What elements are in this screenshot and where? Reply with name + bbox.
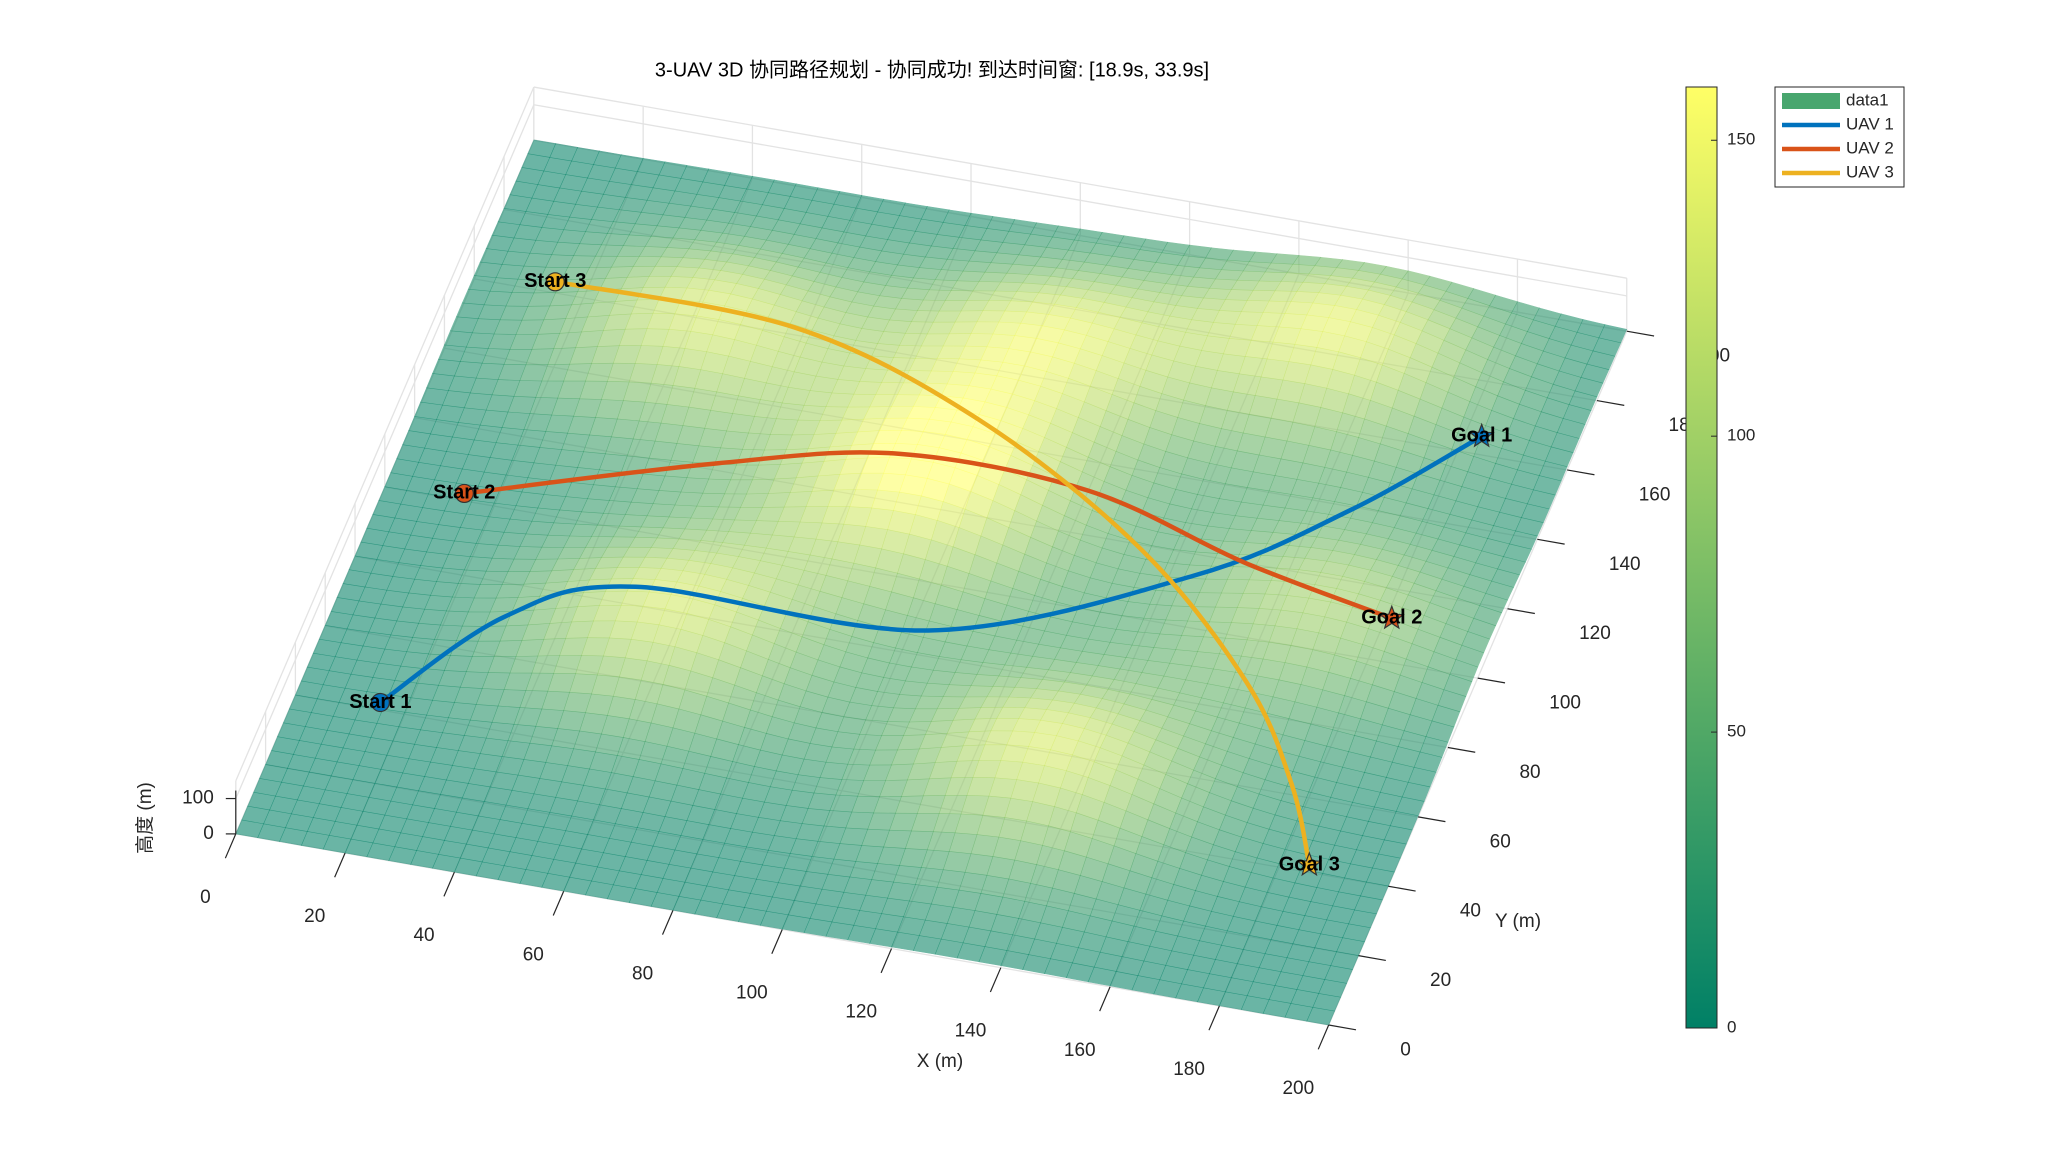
- legend: data1 UAV 1 UAV 2 UAV 3: [1774, 86, 1905, 188]
- x-tick-label: 140: [955, 1021, 987, 1042]
- x-tick-label: 200: [1282, 1078, 1314, 1099]
- start-marker: [370, 692, 390, 713]
- y-tick: [1626, 330, 1655, 337]
- x-tick: [552, 890, 565, 916]
- legend-label: UAV 1: [1846, 114, 1894, 133]
- x-tick: [1208, 1005, 1220, 1031]
- x-tick: [1317, 1024, 1330, 1050]
- uav-path: [552, 279, 1312, 868]
- y-tick-label: 140: [1609, 554, 1641, 575]
- colorbar-tick-label: 100: [1727, 426, 1755, 445]
- x-tick-label: 60: [523, 944, 544, 965]
- y-tick: [1477, 677, 1506, 684]
- grid-line: [235, 104, 535, 799]
- legend-swatch: [1782, 93, 1840, 109]
- y-tick: [1567, 469, 1595, 476]
- legend-label: UAV 2: [1846, 138, 1894, 157]
- x-tick: [989, 967, 1002, 993]
- y-tick: [1537, 538, 1565, 545]
- x-tick: [224, 833, 237, 859]
- start-label: Start 1: [349, 691, 411, 713]
- z-tick-label: 100: [182, 788, 214, 809]
- y-tick: [1417, 816, 1446, 823]
- grid-line: [533, 104, 1627, 297]
- x-axis-label: X (m): [917, 1051, 963, 1072]
- colorbar-tick-label: 50: [1727, 722, 1746, 741]
- paths: Start 1 Goal 1 Start 2 Goal 2 Start 3 Goal 3: [349, 270, 1512, 877]
- y-tick-label: 80: [1519, 762, 1540, 783]
- x-tick: [880, 948, 893, 974]
- surface: [235, 139, 1628, 1026]
- start-label: Start 3: [524, 270, 586, 292]
- x-tick-label: 160: [1064, 1040, 1096, 1061]
- y-tick: [1388, 885, 1416, 892]
- y-axis-label: Y (m): [1495, 911, 1541, 932]
- y-tick: [1328, 1024, 1357, 1031]
- goal-marker: [1468, 422, 1495, 448]
- x-tick: [771, 929, 783, 954]
- colorbar-tick-label: 0: [1727, 1017, 1736, 1036]
- chart-title: 3-UAV 3D 协同路径规划 - 协同成功! 到达时间窗: [18.9s, 3…: [655, 58, 1209, 81]
- y-tick: [1447, 746, 1476, 753]
- z-axis-label: 高度 (m): [134, 782, 156, 854]
- y-tick: [1596, 399, 1625, 406]
- goal-label: Goal 2: [1361, 607, 1422, 629]
- x-tick-label: 100: [736, 983, 768, 1004]
- z-tick-label: 0: [203, 823, 214, 844]
- x-tick-label: 20: [304, 906, 325, 927]
- goal-marker: [1378, 604, 1405, 630]
- start-label: Start 2: [433, 482, 495, 504]
- legend-label: UAV 3: [1846, 162, 1894, 181]
- y-tick-label: 20: [1430, 970, 1451, 991]
- x-tick-label: 0: [200, 887, 211, 908]
- goal-label: Goal 3: [1279, 853, 1340, 875]
- y-tick: [1358, 955, 1386, 962]
- colorbar: 0 50 100 150: [1685, 86, 1755, 1036]
- y-tick-label: 160: [1639, 484, 1671, 505]
- surface-patch: [1306, 1006, 1336, 1026]
- y-tick-label: 100: [1549, 693, 1581, 714]
- y-tick: [1507, 608, 1535, 615]
- x-tick-label: 80: [632, 963, 653, 984]
- x-tick-label: 40: [413, 925, 434, 946]
- x-tick: [443, 871, 455, 897]
- y-tick-label: 60: [1490, 831, 1511, 852]
- start-marker: [454, 483, 474, 504]
- y-tick-label: 120: [1579, 623, 1611, 644]
- y-tick-label: 0: [1400, 1040, 1411, 1061]
- goal-label: Goal 1: [1451, 425, 1512, 447]
- colorbar-gradient: [1685, 86, 1718, 1029]
- y-tick-label: 40: [1460, 901, 1481, 922]
- start-marker: [545, 272, 565, 292]
- uav-path: [462, 450, 1395, 621]
- x-tick: [334, 852, 346, 878]
- x-tick: [1099, 986, 1111, 1012]
- x-tick-label: 180: [1173, 1059, 1205, 1080]
- uav-path: [378, 434, 1484, 705]
- x-tick-label: 120: [845, 1002, 877, 1023]
- colorbar-tick-label: 150: [1727, 130, 1755, 149]
- goal-marker: [1296, 851, 1323, 877]
- legend-label: data1: [1846, 90, 1889, 109]
- x-tick: [661, 910, 674, 935]
